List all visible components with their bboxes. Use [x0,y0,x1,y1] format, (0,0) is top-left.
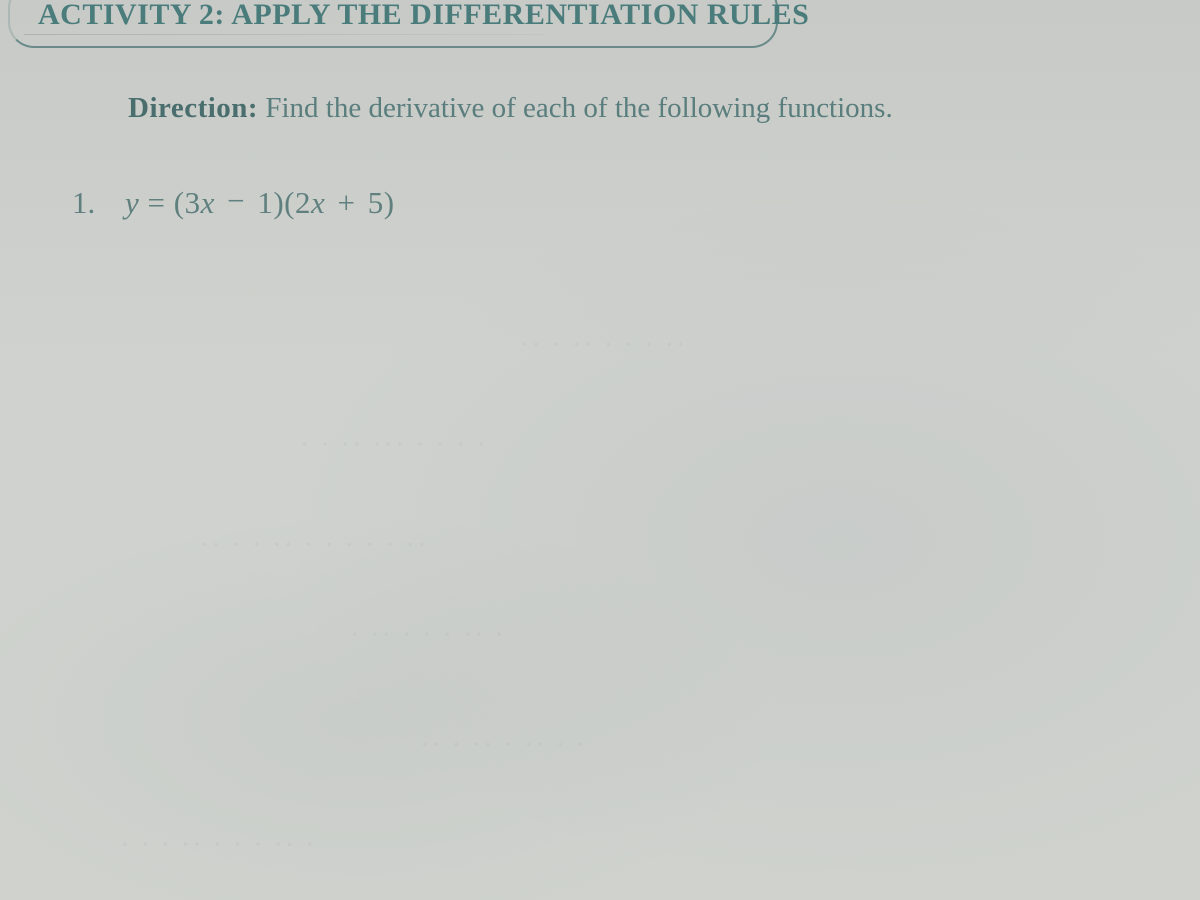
math-var: x [311,185,325,220]
math-paren: ( [174,185,185,220]
math-const: 5 [368,185,384,220]
math-const: 1 [257,185,273,220]
math-paren: ) [273,185,284,220]
math-paren: ( [284,185,295,220]
problem-expression: y = (3x − 1)(2x + 5) [125,185,395,220]
math-op: − [227,183,245,219]
direction-label: Direction: [128,92,258,124]
math-op: + [338,185,356,220]
math-eq: = [148,185,166,220]
math-paren: ) [384,185,395,220]
activity-title-box: ACTIVITY 2: APPLY THE DIFFERENTIATION RU… [8,0,778,48]
problem-1: 1. y = (3x − 1)(2x + 5) [72,185,395,221]
problem-number: 1. [72,185,95,220]
direction-text: Find the derivative of each of the follo… [265,92,892,124]
math-var: x [201,185,215,220]
math-lhs: y [125,185,139,220]
activity-title: ACTIVITY 2: APPLY THE DIFFERENTIATION RU… [38,0,809,32]
worksheet-paper [0,0,1200,900]
title-underline [24,34,544,35]
math-coef: 2 [295,185,311,220]
direction-line: Direction: Find the derivative of each o… [128,92,893,125]
math-coef: 3 [185,185,201,220]
